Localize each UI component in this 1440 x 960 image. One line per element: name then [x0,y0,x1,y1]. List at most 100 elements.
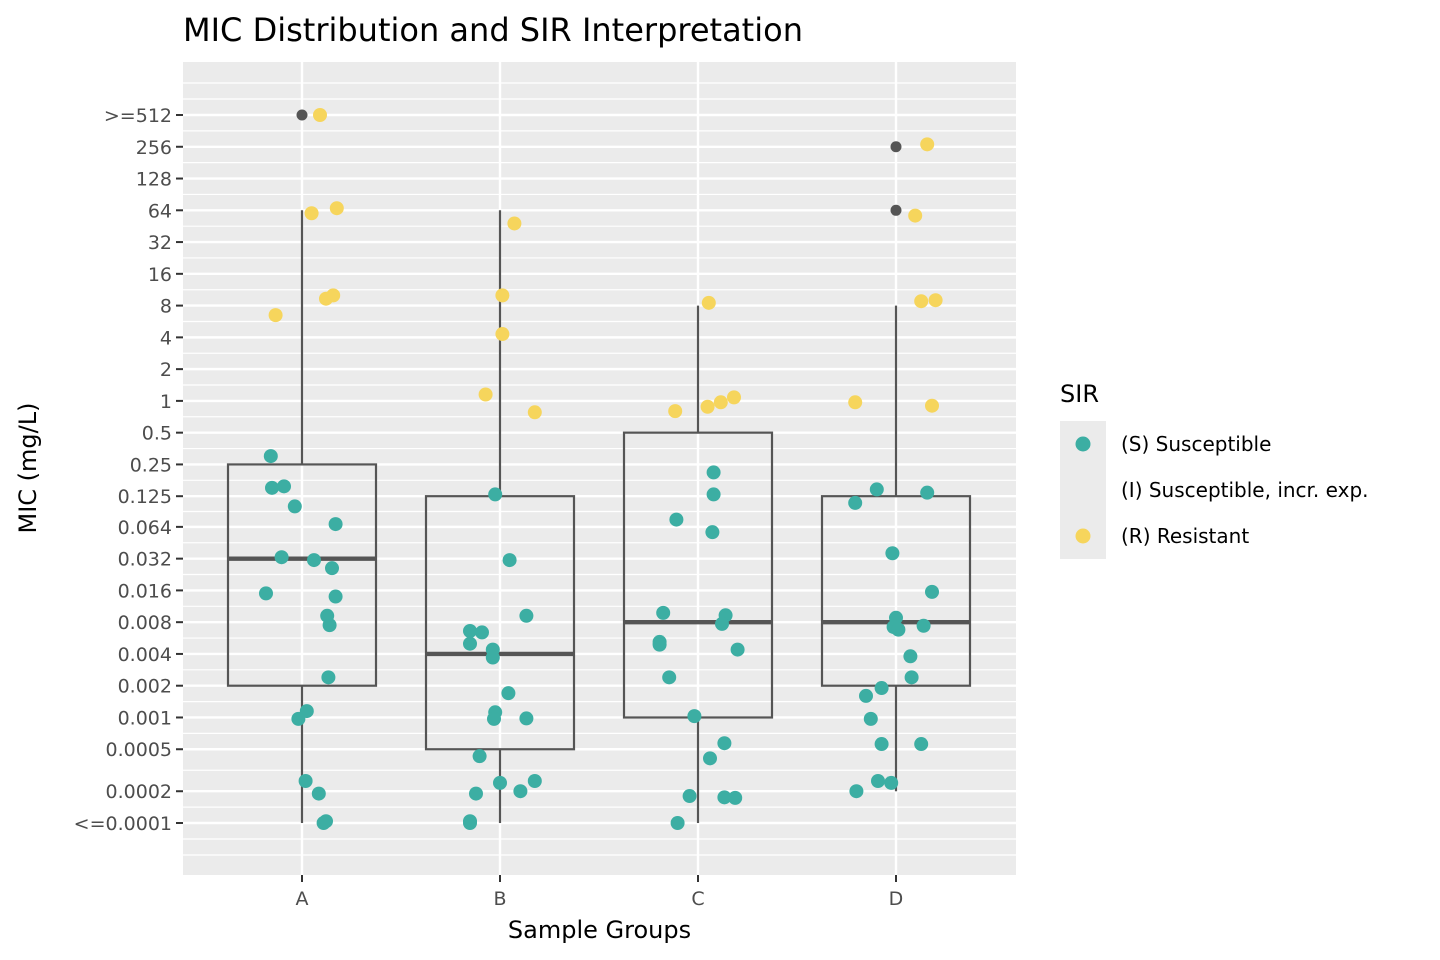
data-point-S [316,816,331,830]
y-tick-label: 0.002 [118,676,172,698]
legend: SIR (S) Susceptible (I) Susceptible, incr… [1060,380,1369,559]
y-tick-label: 16 [148,264,172,286]
data-point-R [848,395,863,410]
data-point-S [263,449,278,464]
data-point-S [916,618,931,633]
data-point-S [849,784,864,799]
data-point-R [329,201,344,216]
data-point-S [298,774,313,789]
outlier-point [890,141,902,153]
legend-label-S: (S) Susceptible [1121,432,1271,456]
data-point-S [322,618,337,633]
data-point-S [920,485,935,500]
data-point-S [513,784,528,799]
data-point-S [328,589,343,604]
data-point-S [469,786,483,801]
data-point-S [904,670,919,685]
data-point-S [321,670,336,685]
data-point-S [874,681,889,696]
data-point-R [326,288,341,303]
data-point-S [265,480,279,495]
data-point-R [928,293,943,308]
y-tick-label: <=0.0001 [74,813,172,835]
legend-label-R: (R) Resistant [1121,524,1249,548]
data-point-S [871,774,885,789]
data-point-R [713,395,728,410]
data-point-R [304,206,319,221]
data-point-S [662,670,677,685]
y-tick-label: 0.25 [130,454,172,476]
data-point-R [527,405,542,420]
y-tick-label: 64 [148,200,172,222]
data-point-S [730,642,745,657]
y-tick-label: 128 [136,169,172,191]
data-point-S [874,737,889,752]
data-point-S [859,688,873,703]
data-point-S [291,711,306,726]
data-point-S [728,790,743,805]
data-point-R [478,387,493,402]
data-point-S [717,790,732,805]
x-tick-label: B [493,888,506,910]
data-point-S [670,816,685,830]
y-tick-label: 0.001 [118,707,172,729]
data-point-S [669,512,684,527]
data-point-R [495,288,510,303]
data-point-S [519,608,534,623]
data-point-S [475,625,489,640]
data-point-S [488,487,503,502]
data-point-S [705,525,720,540]
data-point-S [652,637,667,652]
data-point-S [472,749,487,764]
legend-title: SIR [1060,380,1099,408]
y-tick-label: >=512 [104,105,172,127]
data-point-R [727,390,741,405]
y-tick-label: 0.064 [118,517,172,539]
y-axis-title: MIC (mg/L) [14,403,42,534]
data-point-S [287,499,302,514]
data-point-S [493,775,507,790]
data-point-R [700,399,715,414]
data-point-S [519,711,534,726]
data-point-S [463,636,477,651]
legend-swatch-S [1075,436,1091,452]
data-point-S [885,546,900,561]
legend-key-I [1060,467,1106,513]
data-point-S [259,586,273,601]
data-point-S [682,789,697,804]
x-axis: A B C D [296,875,904,910]
data-points [259,108,943,830]
y-axis: <=0.0001 0.0002 0.0005 0.001 0.002 0.004 0.008… [74,105,183,835]
data-point-S [717,736,732,751]
data-point-S [307,553,321,568]
y-tick-label: 0.016 [118,580,172,602]
y-tick-label: 0.032 [118,549,172,571]
data-point-S [502,553,517,568]
plot-panel [183,62,1016,875]
data-point-S [703,751,717,766]
data-point-S [485,650,500,665]
box-iqr [820,495,972,687]
data-point-S [914,737,929,752]
data-point-S [527,774,542,789]
data-point-S [325,561,339,576]
data-point-S [903,649,918,664]
x-tick-label: D [889,888,904,910]
legend-label-I: (I) Susceptible, incr. exp. [1121,478,1369,502]
data-point-S [274,550,289,565]
outlier-point [890,204,902,216]
y-tick-label: 0.0005 [106,739,172,761]
data-point-R [908,208,923,223]
data-point-S [328,517,343,532]
y-tick-label: 4 [160,327,172,349]
data-point-S [706,487,721,502]
y-tick-label: 8 [160,296,172,318]
data-point-S [715,616,729,631]
legend-swatch-R [1075,528,1091,544]
y-tick-label: 32 [148,232,172,254]
data-point-S [463,816,477,830]
data-point-S [706,465,721,480]
data-point-R [268,308,283,323]
box-iqr [226,463,378,687]
